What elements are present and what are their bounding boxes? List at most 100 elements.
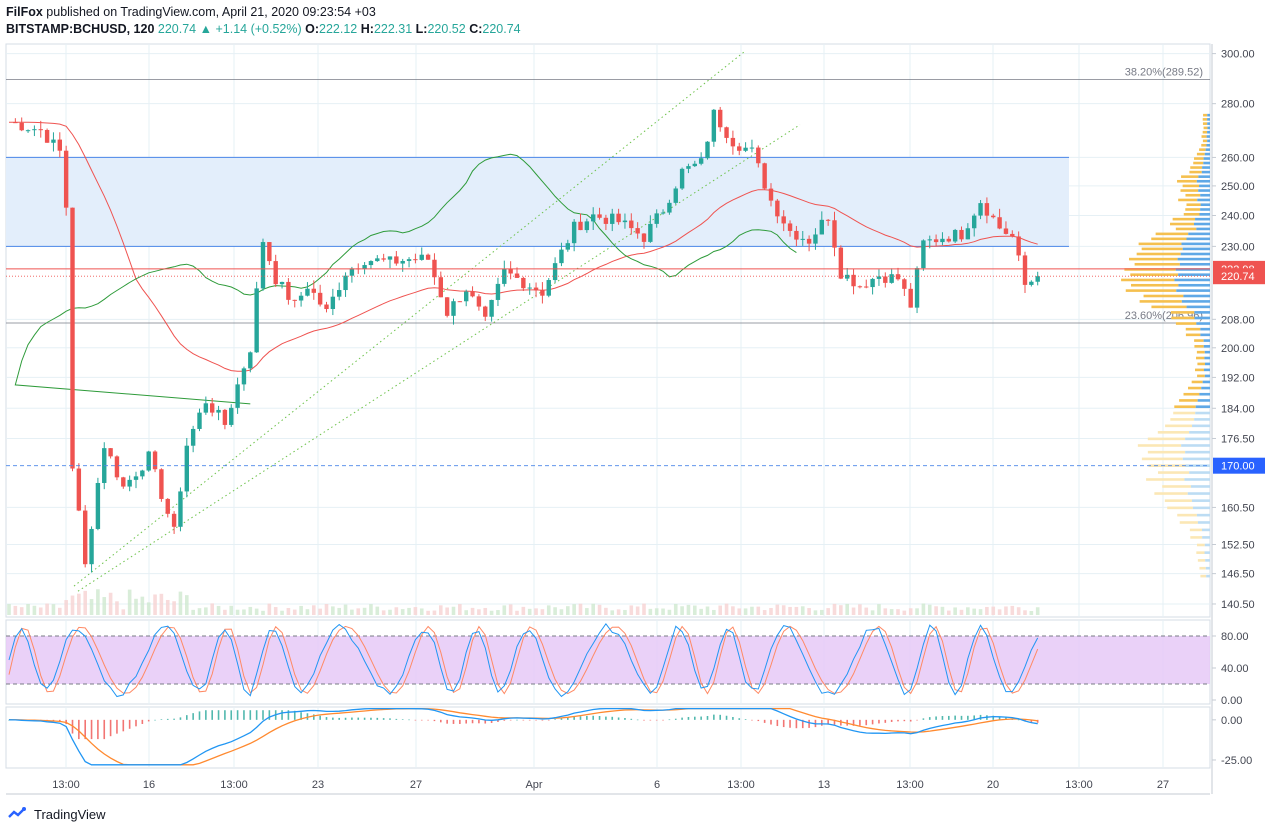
macd-histogram-bar	[522, 719, 525, 721]
volume-bar	[13, 605, 18, 615]
candle-body	[457, 301, 463, 303]
volume-profile-up	[1190, 166, 1203, 169]
volume-profile-up	[1167, 506, 1193, 510]
candle-body	[70, 207, 75, 469]
candle-body	[800, 238, 805, 240]
macd-histogram-bar	[97, 719, 99, 740]
volume-profile-up	[1194, 339, 1204, 342]
volume-bar	[426, 610, 430, 615]
candle-body	[337, 290, 342, 297]
price-tick-label: 146.50	[1221, 569, 1255, 581]
volume-profile-down	[1199, 184, 1210, 188]
macd-histogram-bar	[351, 717, 353, 720]
volume-profile-down	[1174, 278, 1210, 282]
candle-body	[51, 139, 56, 143]
volume-bar	[242, 609, 246, 615]
candle-body	[197, 412, 202, 429]
candle-body	[1003, 228, 1009, 234]
volume-profile-up	[1189, 528, 1202, 532]
macd-histogram-bar	[763, 719, 766, 723]
candle-body	[616, 213, 621, 223]
volume-bar	[489, 610, 494, 615]
volume-profile-up	[1175, 227, 1197, 231]
volume-profile-up	[1154, 492, 1188, 495]
volume-profile-down	[1182, 247, 1210, 251]
volume-profile-down	[1207, 126, 1210, 130]
volume-bar	[121, 609, 126, 615]
volume-profile-down	[1204, 551, 1210, 554]
volume-bar	[7, 604, 11, 615]
macd-histogram-bar	[446, 719, 448, 724]
candle-body	[552, 263, 558, 281]
time-tick-label: 6	[654, 779, 660, 791]
volume-profile-down	[1207, 118, 1210, 121]
symbol-label[interactable]: BITSTAMP:BCHUSD, 120	[6, 22, 155, 36]
macd-histogram-bar	[173, 718, 175, 720]
macd-histogram-bar	[922, 718, 925, 720]
volume-profile-up	[1194, 345, 1204, 348]
volume-profile-down	[1184, 478, 1210, 481]
volume-bar	[680, 606, 684, 615]
volume-bar	[229, 605, 234, 615]
volume-bar	[635, 606, 640, 615]
macd-histogram-bar	[967, 715, 969, 720]
volume-bar	[712, 609, 716, 615]
volume-bar	[312, 605, 316, 615]
author-name[interactable]: FilFox	[6, 5, 43, 19]
candle-body	[546, 280, 551, 296]
macd-histogram-bar	[192, 713, 194, 720]
volume-bar	[762, 610, 767, 615]
volume-bar	[934, 606, 938, 615]
candle-body	[965, 228, 971, 240]
volume-profile-up	[1162, 485, 1191, 488]
brand-name[interactable]: TradingView	[34, 806, 106, 822]
volume-profile-down	[1182, 457, 1210, 461]
candle-body	[584, 221, 590, 231]
volume-profile-down	[1185, 437, 1210, 441]
candle-body	[267, 242, 272, 262]
candle-body	[952, 229, 958, 242]
volume-bar	[921, 603, 926, 615]
volume-bar	[127, 589, 132, 615]
macd-histogram-bar	[236, 710, 239, 720]
volume-profile-up	[1121, 278, 1175, 282]
macd-histogram-bar	[757, 719, 760, 722]
price-tick-label: 140.50	[1221, 599, 1255, 611]
volume-profile-up	[1157, 471, 1190, 474]
macd-histogram-bar	[160, 719, 163, 720]
volume-bar	[534, 608, 538, 615]
candle-body	[597, 214, 602, 218]
volume-bar	[299, 605, 303, 615]
candle-body	[394, 256, 399, 264]
volume-profile-down	[1196, 227, 1210, 231]
macd-histogram-bar	[948, 715, 950, 720]
volume-bar	[959, 609, 964, 615]
volume-profile-up	[1182, 184, 1200, 188]
volume-profile-down	[1176, 289, 1210, 292]
volume-bar	[566, 606, 570, 615]
close-value: 220.74	[482, 22, 521, 36]
candle-body	[775, 200, 780, 217]
candle-body	[698, 158, 704, 164]
macd-histogram-bar	[281, 710, 283, 720]
macd-histogram-bar	[643, 719, 645, 721]
candle-body	[216, 409, 221, 413]
volume-bar	[966, 607, 970, 615]
volume-bar	[432, 610, 437, 615]
macd-histogram-bar	[890, 719, 893, 722]
volume-profile-down	[1177, 257, 1210, 261]
candle-body	[902, 279, 907, 289]
candle-body	[413, 259, 418, 261]
candle-body	[425, 254, 431, 260]
time-tick-label: 27	[410, 779, 422, 791]
volume-bar	[807, 608, 811, 615]
candle-body	[171, 513, 177, 527]
volume-profile-down	[1202, 166, 1210, 169]
chart-canvas[interactable]: 13:00 16 13:00 23 27 Apr 6 13:00 13 13:00 20 13:00 2…	[0, 0, 1280, 800]
candle-body	[762, 163, 767, 189]
volume-profile-down	[1197, 521, 1210, 524]
macd-histogram-bar	[833, 719, 836, 725]
candle-body	[1022, 255, 1028, 285]
macd-histogram-bar	[1005, 717, 1007, 720]
macd-histogram-bar	[313, 714, 315, 720]
